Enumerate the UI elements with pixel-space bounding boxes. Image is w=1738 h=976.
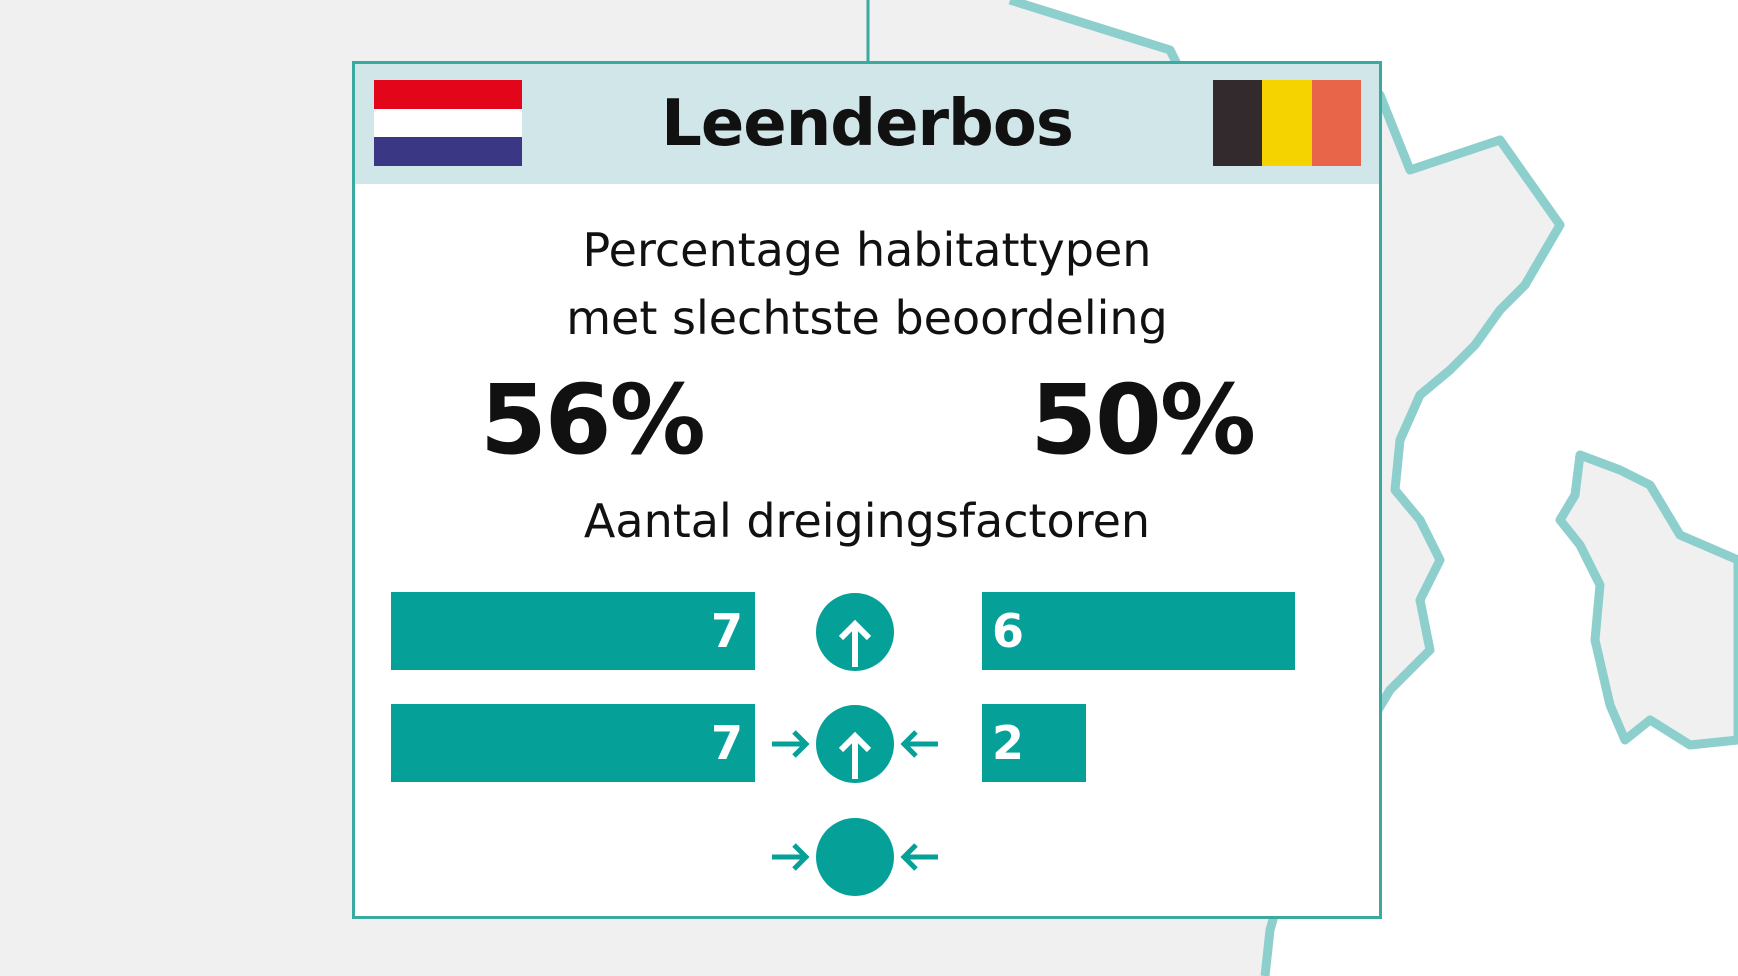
percentage-netherlands: 56% [480, 364, 706, 476]
habitat-percentage-heading: Percentage habitattypen met slechtste be… [355, 216, 1379, 352]
netherlands-flag-icon [374, 80, 522, 166]
threat-bar-nl-2: 7 [391, 704, 755, 782]
threat-bar-be-1: 6 [982, 592, 1295, 670]
threat-bar-be-2: 2 [982, 704, 1086, 782]
percentage-belgium: 50% [1030, 364, 1256, 476]
page-title: Leenderbos [661, 87, 1074, 161]
card-header: Leenderbos [355, 64, 1379, 184]
circle-inward-arrows-icon [772, 818, 938, 896]
habitat-heading-line-1: Percentage habitattypen [582, 223, 1152, 277]
circle-up-arrow-icon [816, 593, 894, 671]
map-region-right [1555, 450, 1738, 750]
info-card: Leenderbos Percentage habitattypen met s… [352, 61, 1382, 919]
circle-up-arrow-inward-arrows-icon [772, 705, 938, 783]
habitat-heading-line-2: met slechtste beoordeling [566, 291, 1168, 345]
belgium-flag-icon [1213, 80, 1361, 166]
threats-heading: Aantal dreigingsfactoren [583, 494, 1151, 548]
threat-bar-nl-1: 7 [391, 592, 755, 670]
